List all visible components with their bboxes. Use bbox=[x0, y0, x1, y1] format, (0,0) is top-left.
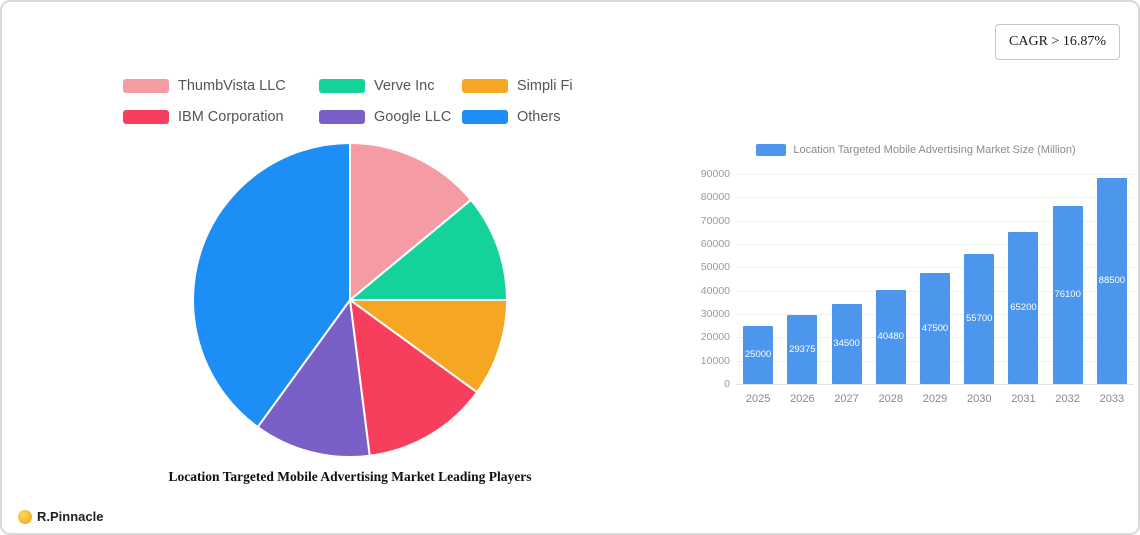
coin-icon bbox=[18, 509, 32, 524]
legend-label: Simpli Fi bbox=[517, 78, 573, 94]
legend-item-ibm-corporation: IBM Corporation bbox=[123, 109, 319, 125]
pie-slice-thumbvista-llc bbox=[349, 142, 472, 301]
x-axis-tick-label: 2028 bbox=[878, 393, 903, 405]
x-axis-tick-label: 2030 bbox=[966, 393, 992, 405]
cagr-badge: CAGR > 16.87% bbox=[995, 24, 1120, 60]
legend-label: Others bbox=[517, 109, 561, 125]
bar-value-label: 34500 bbox=[833, 337, 860, 349]
bar-chart: Location Targeted Mobile Advertising Mar… bbox=[694, 144, 1138, 410]
x-axis-tick-label: 2029 bbox=[922, 393, 948, 405]
legend-item-verve-inc: Verve Inc bbox=[319, 78, 462, 94]
y-axis-tick-label: 40000 bbox=[700, 284, 730, 297]
pie-slice-google-llc bbox=[256, 299, 371, 458]
bar-value-label: 29375 bbox=[789, 343, 816, 355]
legend-item-simpli-fi: Simpli Fi bbox=[462, 78, 632, 94]
x-axis-tick-label: 2026 bbox=[790, 393, 815, 405]
y-axis-tick-label: 80000 bbox=[700, 191, 730, 204]
legend-item-others: Others bbox=[462, 109, 632, 125]
gridline bbox=[736, 197, 1134, 199]
legend-label: IBM Corporation bbox=[178, 109, 284, 125]
pie-slice-verve-inc bbox=[349, 198, 508, 301]
legend-item-thumbvista-llc: ThumbVista LLC bbox=[123, 78, 319, 94]
y-axis-tick-label: 50000 bbox=[700, 261, 730, 274]
pie-chart bbox=[192, 142, 508, 458]
legend-swatch-icon bbox=[319, 79, 365, 93]
brand-logo: R.Pinnacle bbox=[18, 509, 103, 524]
bar-chart-legend-label: Location Targeted Mobile Advertising Mar… bbox=[793, 144, 1076, 156]
bar-legend-swatch-icon bbox=[756, 144, 787, 156]
legend-swatch-icon bbox=[462, 79, 508, 93]
bar-chart-legend: Location Targeted Mobile Advertising Mar… bbox=[694, 144, 1138, 156]
legend-label: Verve Inc bbox=[374, 78, 435, 94]
bar-2031 bbox=[1008, 231, 1039, 384]
bar-2026 bbox=[787, 315, 818, 384]
bar-value-label: 40480 bbox=[877, 330, 904, 342]
gridline bbox=[736, 220, 1134, 222]
pie-slice-others bbox=[192, 142, 351, 429]
bar-2033 bbox=[1096, 177, 1127, 384]
pie-slice-simpli-fi bbox=[349, 299, 508, 394]
pie-chart-title: Location Targeted Mobile Advertising Mar… bbox=[168, 469, 532, 484]
bar-2030 bbox=[964, 254, 995, 384]
x-axis-tick-label: 2031 bbox=[1011, 393, 1036, 405]
bar-2029 bbox=[920, 273, 950, 384]
y-axis-tick-label: 60000 bbox=[700, 238, 730, 250]
pie-slice-ibm-corporation bbox=[349, 299, 479, 457]
bar-value-label: 76100 bbox=[1054, 289, 1081, 301]
x-axis-tick-label: 2027 bbox=[834, 393, 859, 405]
bar-value-label: 65200 bbox=[1010, 301, 1037, 313]
legend-swatch-icon bbox=[462, 110, 508, 124]
bar-2027 bbox=[831, 303, 862, 384]
gridline bbox=[736, 267, 1134, 269]
y-axis-tick-label: 30000 bbox=[700, 308, 730, 320]
y-axis-tick-label: 20000 bbox=[700, 331, 730, 344]
x-axis-tick-label: 2033 bbox=[1099, 393, 1125, 405]
y-axis-tick-label: 10000 bbox=[700, 354, 730, 367]
legend-swatch-icon bbox=[123, 110, 169, 124]
legend-item-google-llc: Google LLC bbox=[319, 109, 462, 125]
gridline bbox=[736, 174, 1134, 175]
legend-swatch-icon bbox=[319, 110, 365, 124]
x-axis-tick-label: 2025 bbox=[745, 393, 771, 405]
bar-value-label: 47500 bbox=[921, 322, 949, 334]
y-axis-tick-label: 90000 bbox=[700, 168, 730, 180]
bar-2025 bbox=[743, 325, 774, 384]
bar-2032 bbox=[1052, 206, 1083, 384]
y-axis-tick-label: 0 bbox=[724, 378, 730, 390]
bar-plot-area: 0 10000 20000 30000 40000 50000 60000 70000 8000… bbox=[694, 166, 1138, 410]
pie-legend: ThumbVista LLC Verve Inc Simpli Fi IBM Corp… bbox=[123, 78, 632, 125]
legend-label: Google LLC bbox=[374, 109, 452, 125]
x-axis-tick-label: 2032 bbox=[1055, 393, 1080, 405]
bar-value-label: 25000 bbox=[744, 348, 772, 360]
legend-label: ThumbVista LLC bbox=[178, 78, 286, 94]
bar-value-label: 55700 bbox=[966, 313, 993, 325]
bar-2028 bbox=[875, 289, 906, 384]
y-axis-tick-label: 70000 bbox=[700, 214, 730, 227]
gridline bbox=[736, 244, 1134, 245]
x-axis-line bbox=[736, 384, 1134, 385]
bar-value-label: 88500 bbox=[1098, 274, 1126, 286]
legend-swatch-icon bbox=[123, 79, 169, 93]
brand-name: R.Pinnacle bbox=[37, 509, 104, 524]
